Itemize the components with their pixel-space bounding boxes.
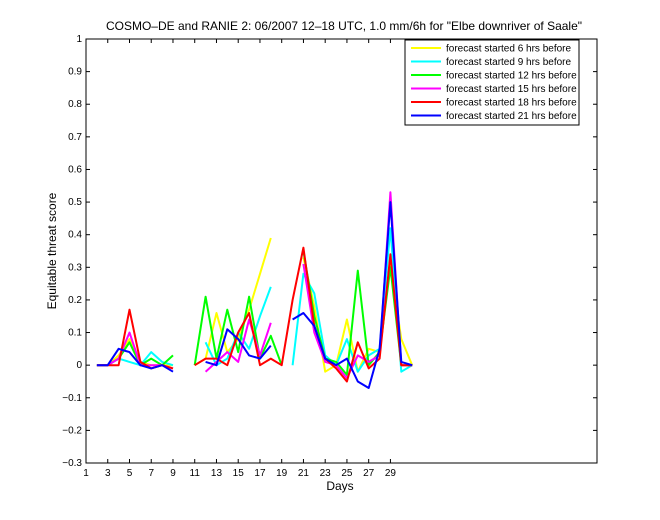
- legend-box: [404, 39, 580, 126]
- axis-ticks: −0.3 −0.2 −0.1 0 0.1 0.2 0.3 0.4 0.5 0.6 0.7 0.8 0.9…: [62, 34, 597, 479]
- y-tick-label: 0.8: [68, 99, 82, 110]
- legend: forecast started 6 hrs before forecast st…: [404, 39, 580, 126]
- y-tick-label: 1: [76, 34, 82, 45]
- x-tick-label: 3: [105, 468, 111, 479]
- series-line-5: [96, 201, 413, 389]
- chart-title: COSMO–DE and RANIE 2: 06/2007 12–18 UTC,…: [106, 19, 582, 33]
- series-lines: [96, 191, 414, 389]
- y-tick-label: 0.7: [68, 132, 82, 143]
- x-tick-label: 13: [211, 468, 223, 479]
- y-tick-label: 0.3: [68, 262, 82, 273]
- x-tick-label: 27: [363, 468, 375, 479]
- y-tick-label: 0.2: [68, 295, 82, 306]
- x-tick-label: 7: [148, 468, 154, 479]
- y-tick-label: −0.2: [62, 425, 82, 436]
- x-tick-label: 19: [276, 468, 288, 479]
- y-tick-label: 0.1: [68, 328, 82, 339]
- y-tick-label: 0.4: [68, 230, 82, 241]
- x-tick-label: 11: [190, 468, 201, 479]
- x-tick-label: 21: [298, 468, 310, 479]
- legend-label-1: forecast started 9 hrs before: [446, 57, 572, 68]
- x-tick-label: 9: [170, 468, 176, 479]
- x-tick-label: 23: [320, 468, 332, 479]
- y-tick-label: 0.5: [68, 197, 82, 208]
- x-tick-label: 29: [385, 468, 397, 479]
- x-tick-label: 5: [127, 468, 133, 479]
- y-tick-label: −0.1: [62, 393, 82, 404]
- x-axis-title: Days: [326, 479, 353, 493]
- y-tick-label: 0: [76, 360, 82, 371]
- x-tick-label: 1: [83, 468, 89, 479]
- legend-label-5: forecast started 21 hrs before: [446, 111, 577, 122]
- legend-label-4: forecast started 18 hrs before: [446, 98, 577, 109]
- y-tick-label: 0.9: [68, 67, 82, 78]
- y-axis-title: Equitable threat score: [45, 192, 59, 309]
- x-tick-label: 17: [254, 468, 266, 479]
- legend-label-2: forecast started 12 hrs before: [446, 71, 577, 82]
- legend-label-3: forecast started 15 hrs before: [446, 84, 577, 95]
- y-tick-label: −0.3: [62, 458, 82, 469]
- x-tick-label: 25: [341, 468, 353, 479]
- legend-label-0: forecast started 6 hrs before: [446, 44, 572, 55]
- y-tick-label: 0.6: [68, 164, 82, 175]
- x-tick-label: 15: [233, 468, 245, 479]
